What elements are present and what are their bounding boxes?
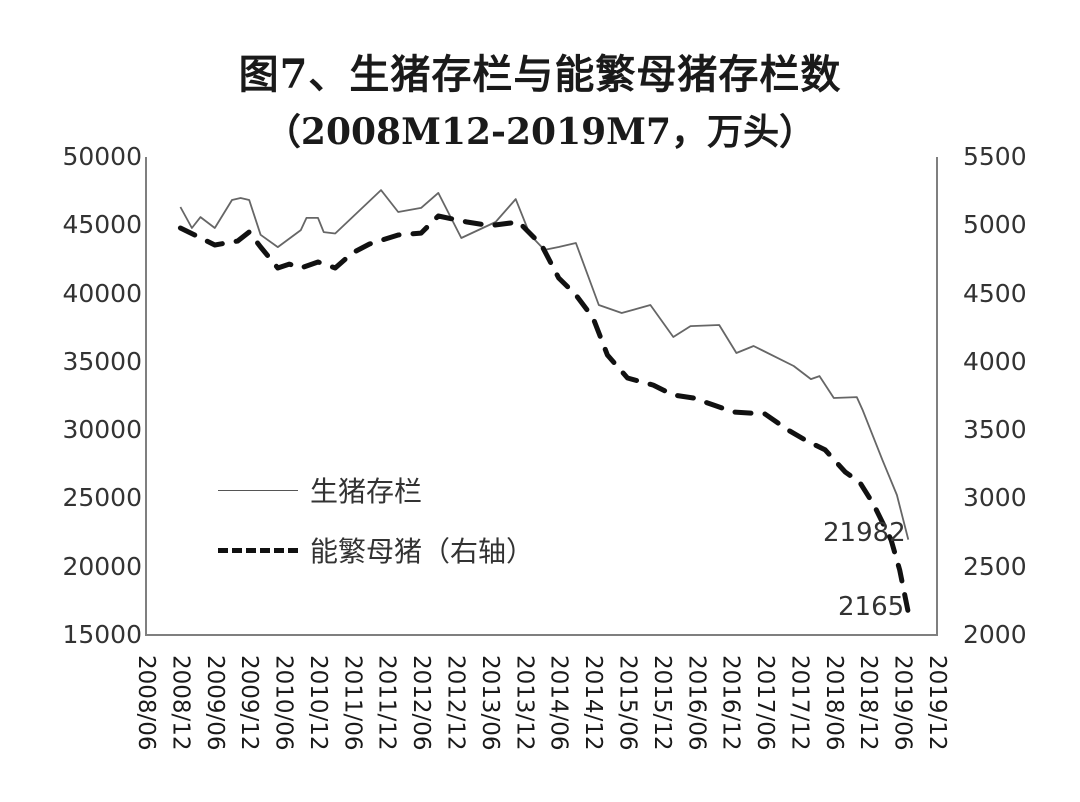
x-axis-tick: 2019/06 (889, 655, 916, 751)
x-axis-tick: 2018/12 (855, 655, 882, 751)
sow-inventory-line (177, 213, 911, 615)
x-axis-tick: 2011/12 (373, 655, 400, 751)
left-axis-tick: 50000 (62, 142, 142, 171)
left-axis-tick: 45000 (62, 210, 142, 240)
right-axis-tick: 3000 (963, 483, 1027, 513)
chart-subtitle: （2008M12-2019M7，万头） (264, 111, 816, 153)
legend-label-hog: 生猪存栏 (310, 475, 423, 508)
x-axis-tick: 2013/06 (476, 655, 503, 751)
x-axis-tick: 2012/12 (442, 655, 469, 751)
right-axis-tick: 2000 (963, 620, 1027, 649)
right-axis-tick: 5500 (963, 142, 1027, 171)
right-axis-tick: 5000 (963, 210, 1027, 240)
x-axis-tick: 2011/06 (339, 655, 366, 751)
x-axis-tick: 2017/06 (752, 655, 779, 751)
data-label-sow-last: 2165 (838, 592, 905, 622)
axis-frame (145, 157, 938, 636)
legend-label-sow: 能繁母猪（右轴） (310, 535, 535, 568)
left-axis-tick: 35000 (62, 346, 142, 376)
legend-item-hog: 生猪存栏 (218, 470, 422, 510)
data-label-hog-last: 21982 (823, 518, 906, 548)
legend-item-sow: 能繁母猪（右轴） (218, 530, 534, 570)
right-axis-tick: 4500 (963, 278, 1027, 308)
right-axis-tick: 4000 (963, 346, 1027, 376)
x-axis-tick: 2009/06 (201, 655, 228, 751)
x-axis-tick: 2016/06 (683, 655, 710, 751)
left-axis-tick: 20000 (62, 551, 142, 581)
left-axis-tick: 25000 (62, 483, 142, 513)
x-axis-tick: 2015/12 (648, 655, 675, 751)
x-axis-tick: 2014/12 (580, 655, 607, 751)
right-axis-tick: 3500 (963, 415, 1027, 445)
legend-solid-line-icon (218, 489, 298, 491)
x-axis-tick: 2013/12 (511, 655, 538, 751)
x-axis-tick: 2017/12 (786, 655, 813, 751)
x-axis-tick: 2014/06 (545, 655, 572, 751)
x-axis-tick: 2015/06 (614, 655, 641, 751)
x-axis-tick: 2009/12 (236, 655, 263, 751)
left-axis-tick: 40000 (62, 278, 142, 308)
x-axis-tick: 2016/12 (717, 655, 744, 751)
x-axis-tick: 2018/06 (820, 655, 847, 751)
legend-dashed-line-icon (218, 547, 298, 553)
x-axis-tick: 2010/06 (270, 655, 297, 751)
x-axis-tick: 2008/12 (167, 655, 194, 751)
hog-inventory-line (179, 189, 910, 540)
x-axis-tick: 2008/06 (133, 655, 159, 751)
x-axis-tick: 2012/06 (408, 655, 435, 751)
x-axis-tick: 2019/12 (924, 655, 950, 751)
left-axis-tick: 15000 (62, 620, 142, 649)
x-axis-tick: 2010/12 (304, 655, 331, 751)
chart-title: 图7、生猪存栏与能繁母猪存栏数 (238, 51, 842, 98)
right-axis-tick: 2500 (963, 551, 1027, 581)
left-axis-tick: 30000 (62, 415, 142, 445)
